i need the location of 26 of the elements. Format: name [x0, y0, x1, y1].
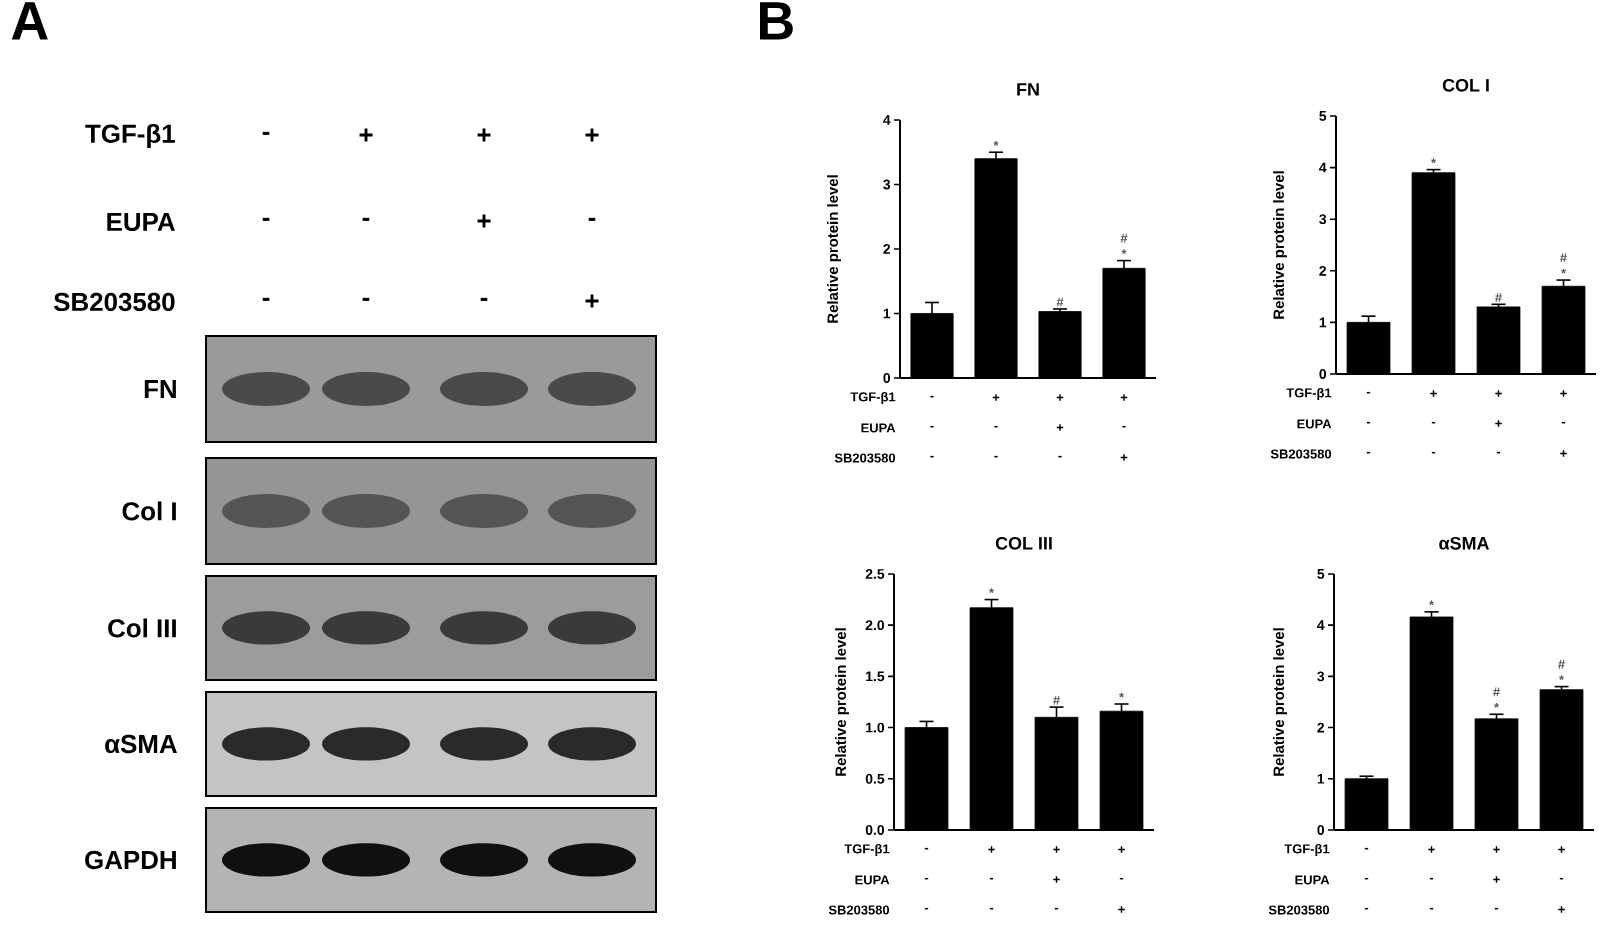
- text: +: [585, 294, 599, 308]
- text: FN: [144, 380, 176, 398]
- text: A: [11, 2, 48, 40]
- text: -: [262, 131, 270, 135]
- text: -: [480, 297, 488, 301]
- text: SB203580: [53, 292, 175, 312]
- chart-title: COL III: [995, 536, 1052, 550]
- text: B: [760, 2, 793, 40]
- text: +: [477, 214, 491, 228]
- text: αSMA: [105, 734, 177, 754]
- text: -: [262, 297, 270, 301]
- text: Col I: [122, 501, 176, 521]
- chart-title: FN: [1017, 83, 1039, 96]
- text: +: [477, 128, 491, 142]
- text: +: [585, 128, 599, 142]
- text: Col III: [108, 618, 176, 638]
- text: GAPDH: [85, 850, 176, 870]
- text: +: [359, 128, 373, 142]
- chart-title: αSMA: [1439, 536, 1489, 550]
- text: -: [262, 217, 270, 221]
- text: -: [362, 297, 370, 301]
- text: EUPA: [107, 212, 175, 232]
- text: TGF-β1: [85, 123, 175, 149]
- text: -: [362, 217, 370, 221]
- text: -: [588, 217, 596, 221]
- chart-title: COL I: [1442, 78, 1489, 92]
